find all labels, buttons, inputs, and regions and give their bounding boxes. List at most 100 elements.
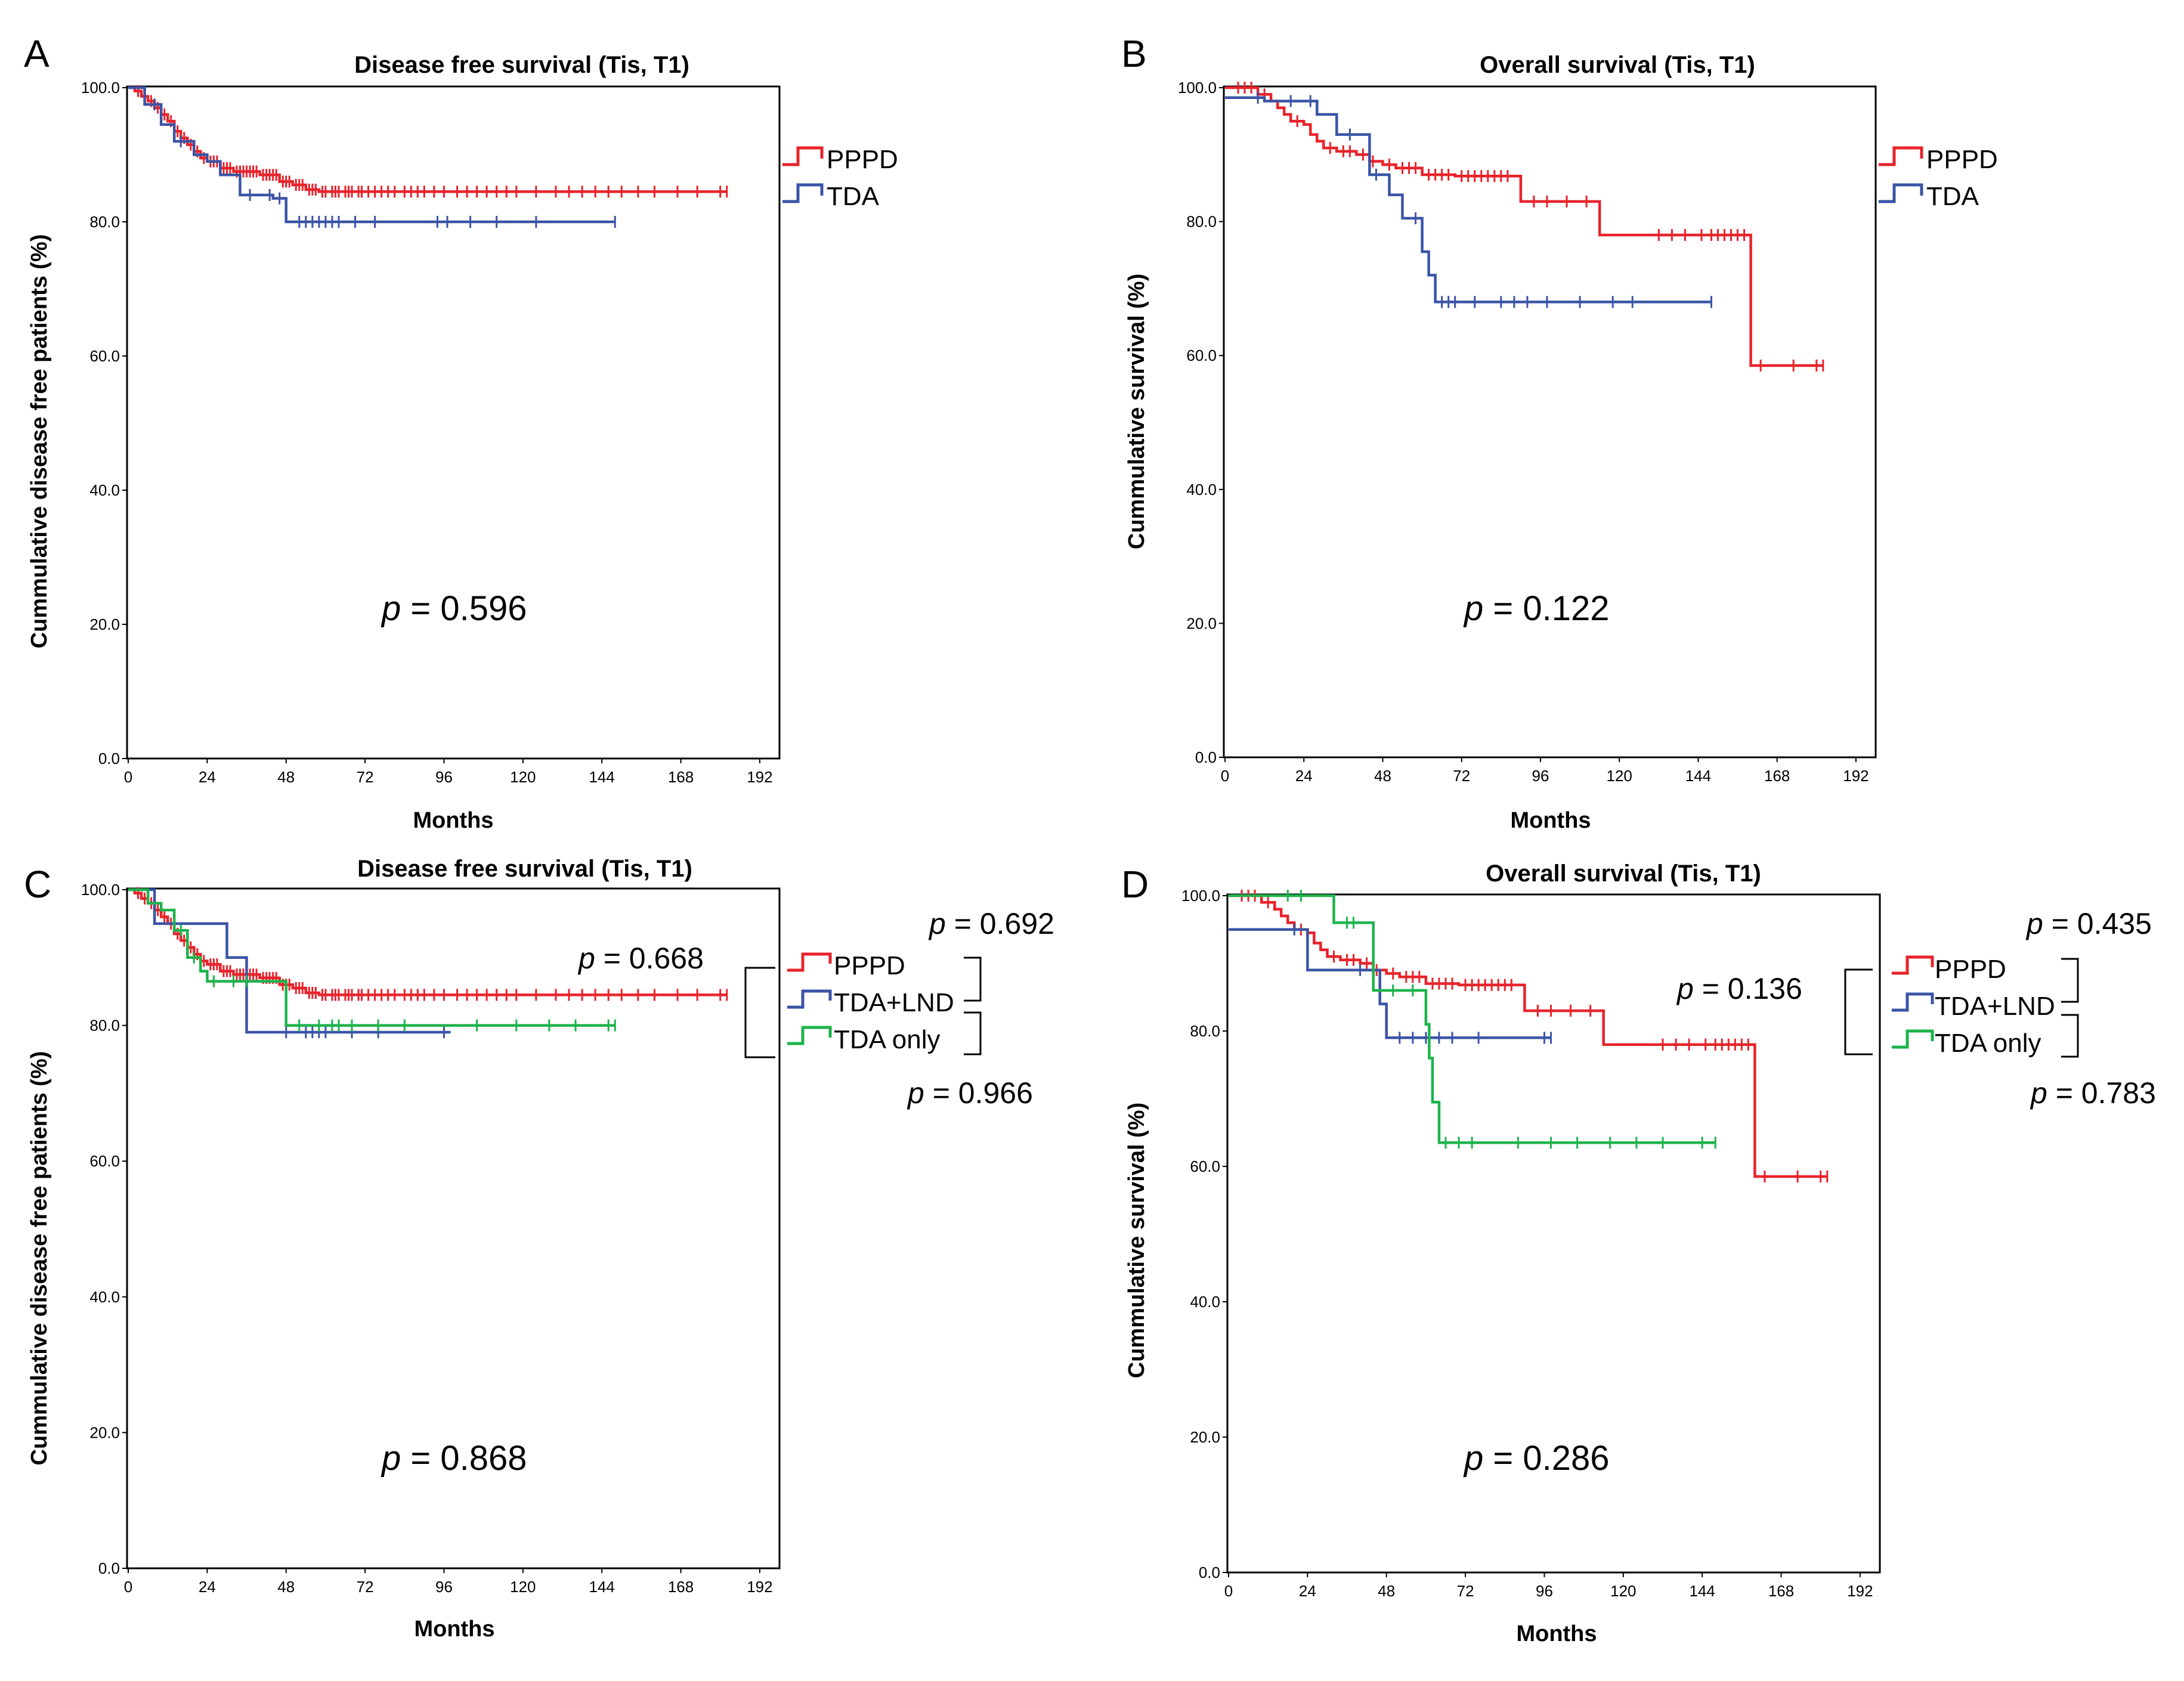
x-tick-label: 192 bbox=[747, 1578, 772, 1596]
comparison-brackets bbox=[1844, 958, 2079, 1058]
censor-marks-pppd bbox=[1237, 82, 1824, 372]
legend-label-tda: TDA bbox=[1926, 182, 1979, 211]
legend: PPPD TDA bbox=[782, 145, 898, 211]
legend-swatch-pppd bbox=[1879, 146, 1923, 166]
survival-curve-tda-only bbox=[1229, 894, 1716, 1144]
p-value-tda-lnd-vs-tda-only: p = 0.783 bbox=[2030, 1076, 2156, 1110]
plot-area bbox=[126, 887, 781, 1569]
censor-marks-tda bbox=[1257, 91, 1712, 308]
legend-label-pppd: PPPD bbox=[1935, 955, 2006, 984]
x-tick-label: 24 bbox=[1299, 1582, 1316, 1600]
y-tick-label: 0.0 bbox=[98, 1559, 120, 1577]
chart-title: Disease free survival (Tis, T1) bbox=[357, 856, 692, 882]
x-tick-label: 0 bbox=[124, 768, 132, 786]
legend-swatch-tda-only bbox=[1892, 1029, 1934, 1049]
bracket-pppd-tda-only bbox=[744, 967, 775, 1058]
p-value-tda-lnd-vs-tda-only: p = 0.966 bbox=[907, 1076, 1033, 1110]
x-axis-label: Months bbox=[1516, 1621, 1597, 1646]
x-tick-label: 144 bbox=[1685, 767, 1711, 785]
x-tick-label: 168 bbox=[668, 1578, 694, 1596]
bracket-pppd-tda-only bbox=[1844, 968, 1873, 1055]
censor-marks-tda-lnd bbox=[1293, 923, 1552, 1044]
plot-area bbox=[126, 85, 781, 760]
x-tick-label: 24 bbox=[199, 768, 216, 786]
y-tick-label: 40.0 bbox=[1186, 481, 1217, 499]
axis-ticks: 0.0 20.0 40.0 60.0 80.0 100.0 0 24 48 72 96 120 144 1… bbox=[81, 881, 773, 1596]
x-tick-label: 144 bbox=[1689, 1582, 1715, 1600]
legend-label-pppd: PPPD bbox=[834, 951, 905, 980]
legend-swatch-pppd bbox=[1892, 955, 1934, 975]
x-tick-label: 168 bbox=[1768, 1582, 1794, 1600]
legend-label-tda-only: TDA only bbox=[1935, 1029, 2041, 1058]
p-value-pppd-vs-tda-only: p = 0.136 bbox=[1676, 972, 1802, 1005]
y-tick-label: 100.0 bbox=[81, 79, 120, 97]
plot-area bbox=[1226, 890, 1881, 1574]
bracket-tda-lnd-tda-only bbox=[2061, 1014, 2079, 1058]
legend: PPPD TDA+LND TDA only bbox=[1892, 955, 2055, 1058]
x-tick-label: 72 bbox=[357, 1578, 374, 1596]
x-tick-label: 120 bbox=[1607, 767, 1632, 785]
censor-marks-tda bbox=[153, 98, 616, 228]
chart-title: Overall survival (Tis, T1) bbox=[1480, 52, 1755, 78]
p-value-pppd-vs-tda-lnd: p = 0.435 bbox=[2025, 907, 2152, 940]
y-tick-label: 20.0 bbox=[89, 615, 120, 633]
x-axis-label: Months bbox=[413, 808, 493, 833]
y-tick-label: 20.0 bbox=[1190, 1428, 1220, 1446]
plot-frame bbox=[1223, 85, 1877, 759]
legend-swatch-pppd bbox=[782, 146, 824, 166]
bracket-pppd-tda-lnd bbox=[964, 956, 982, 1002]
panel-c: C Disease free survival (Tis, T1) Months… bbox=[24, 856, 1054, 1642]
plot-frame bbox=[126, 85, 781, 760]
y-tick-label: 100.0 bbox=[81, 881, 120, 899]
x-axis-label: Months bbox=[414, 1617, 494, 1642]
x-tick-label: 96 bbox=[435, 1578, 453, 1596]
y-axis-label: Cummulative disease free patients (%) bbox=[27, 1051, 52, 1466]
p-value-main: p = 0.286 bbox=[1463, 1439, 1610, 1478]
p-value-pppd-vs-tda-lnd: p = 0.692 bbox=[928, 907, 1054, 940]
legend-swatch-tda-lnd bbox=[1892, 992, 1934, 1012]
x-tick-label: 120 bbox=[510, 1578, 536, 1596]
panel-b: B Overall survival (Tis, T1) Months Cumm… bbox=[1121, 32, 1998, 833]
x-tick-label: 0 bbox=[1221, 767, 1229, 785]
x-tick-label: 96 bbox=[1536, 1582, 1553, 1600]
y-tick-label: 80.0 bbox=[89, 1017, 120, 1035]
x-tick-label: 24 bbox=[1295, 767, 1313, 785]
y-tick-label: 80.0 bbox=[1186, 213, 1217, 231]
x-tick-label: 168 bbox=[668, 768, 694, 786]
y-tick-label: 40.0 bbox=[1190, 1293, 1220, 1311]
x-tick-label: 168 bbox=[1764, 767, 1790, 785]
legend-label-tda: TDA bbox=[827, 182, 880, 211]
legend-label-tda-only: TDA only bbox=[834, 1025, 941, 1054]
x-tick-label: 48 bbox=[277, 768, 295, 786]
legend: PPPD TDA+LND TDA only bbox=[787, 951, 954, 1054]
x-tick-label: 144 bbox=[589, 1578, 614, 1596]
p-value-pppd-vs-tda-only: p = 0.668 bbox=[577, 942, 704, 975]
legend-swatch-tda bbox=[782, 183, 824, 203]
x-tick-label: 192 bbox=[747, 768, 772, 786]
y-tick-label: 20.0 bbox=[1186, 614, 1217, 632]
y-tick-label: 40.0 bbox=[89, 481, 120, 499]
x-tick-label: 0 bbox=[124, 1578, 132, 1596]
survival-curve-tda bbox=[128, 86, 615, 224]
survival-curve-tda-only bbox=[128, 888, 615, 1027]
y-tick-label: 0.0 bbox=[98, 750, 120, 767]
x-tick-label: 0 bbox=[1224, 1582, 1233, 1600]
legend-swatch-pppd bbox=[787, 952, 832, 972]
x-tick-label: 72 bbox=[1453, 767, 1470, 785]
censor-marks-tda-only bbox=[1286, 890, 1716, 1149]
survival-curve-tda-lnd bbox=[128, 888, 451, 1034]
x-tick-label: 96 bbox=[435, 768, 453, 786]
x-tick-label: 192 bbox=[1847, 1582, 1873, 1600]
y-axis-label: Cummulative survival (%) bbox=[1124, 1103, 1149, 1378]
p-value-main: p = 0.868 bbox=[381, 1439, 527, 1478]
legend-label-pppd: PPPD bbox=[1926, 145, 1998, 174]
x-tick-label: 144 bbox=[589, 768, 614, 786]
x-tick-label: 48 bbox=[277, 1578, 295, 1596]
censor-marks-tda-only bbox=[180, 924, 616, 1032]
x-tick-label: 120 bbox=[510, 768, 536, 786]
panel-letter-c: C bbox=[24, 863, 51, 906]
plot-frame bbox=[126, 887, 781, 1569]
x-tick-label: 48 bbox=[1374, 767, 1391, 785]
